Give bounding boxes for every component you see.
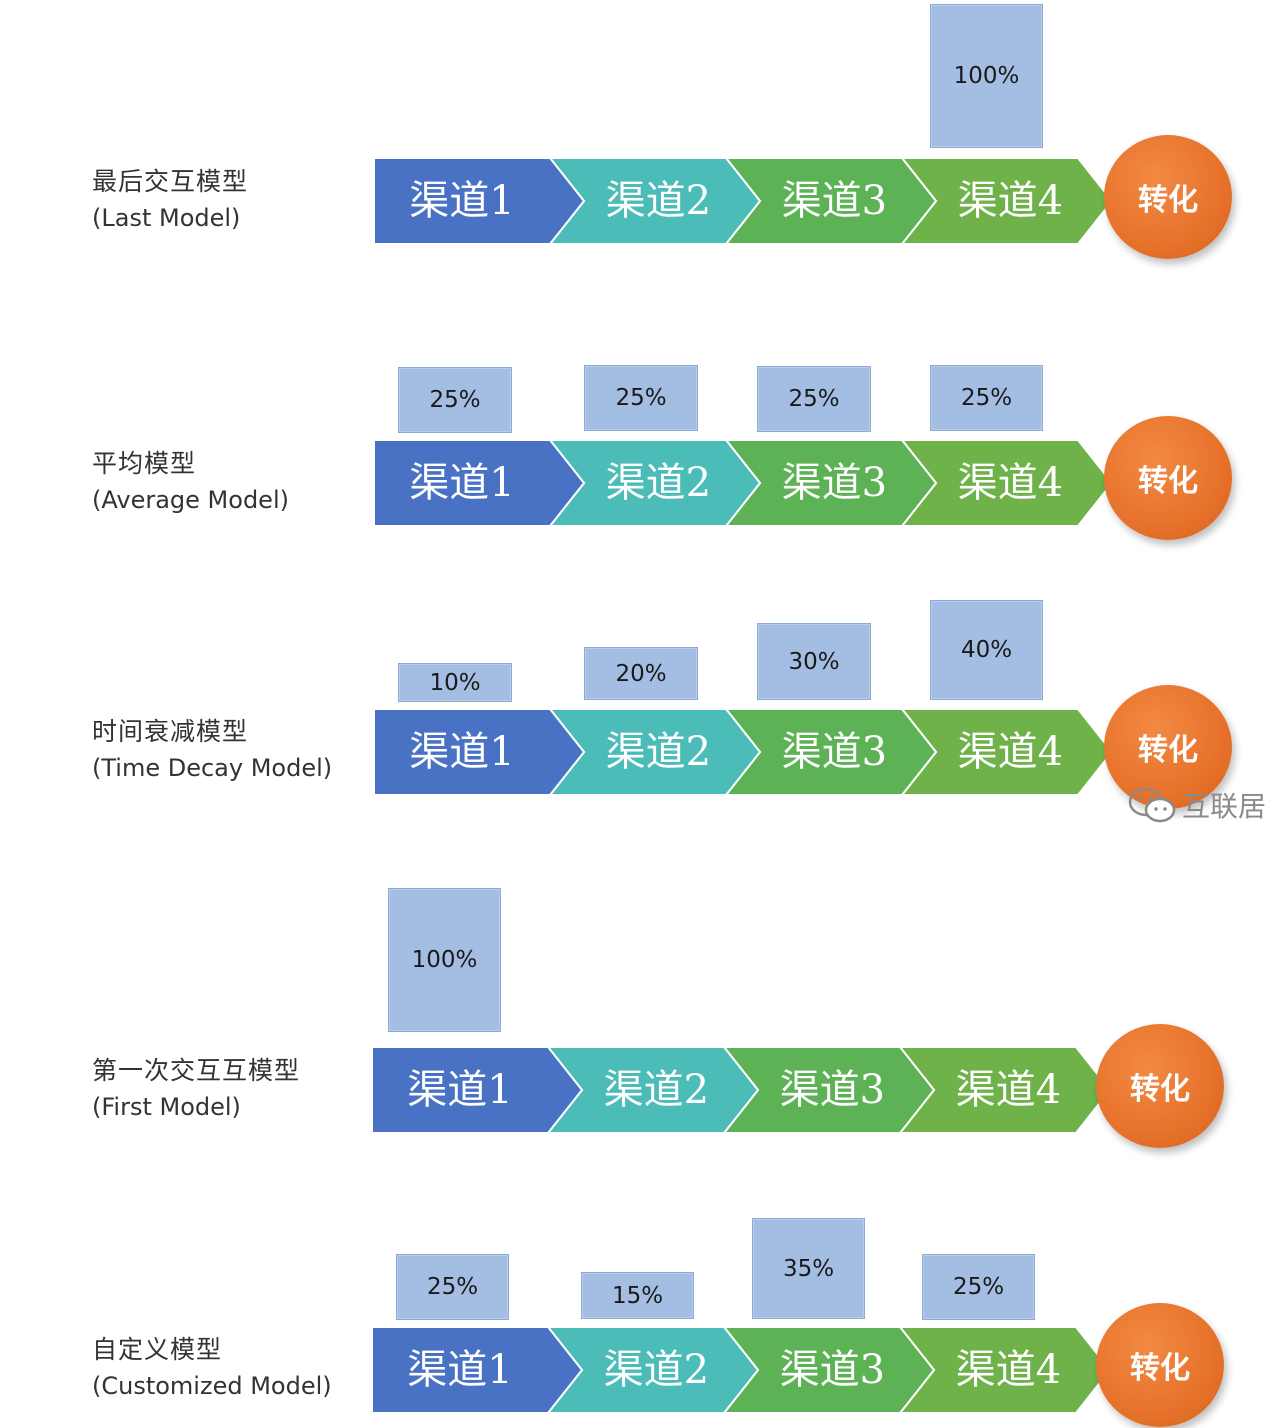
wechat-icon bbox=[1128, 787, 1176, 823]
credit-share-box: 25% bbox=[757, 366, 871, 432]
credit-share-box: 25% bbox=[584, 365, 698, 431]
channel-1-arrow bbox=[373, 439, 586, 527]
channel-4-label: 渠道4 bbox=[957, 729, 1064, 775]
conversion-node: 转化 bbox=[1096, 1303, 1224, 1427]
credit-share-box: 40% bbox=[930, 600, 1043, 700]
model-name-en: (Last Model) bbox=[92, 204, 241, 232]
credit-share-box: 15% bbox=[581, 1272, 694, 1319]
channel-2-label: 渠道2 bbox=[605, 729, 712, 775]
channel-1-arrow bbox=[373, 157, 586, 245]
credit-share-box: 35% bbox=[752, 1218, 865, 1319]
model-name-en: (Customized Model) bbox=[92, 1372, 332, 1400]
credit-share-box: 25% bbox=[922, 1254, 1035, 1320]
channel-1-label: 渠道1 bbox=[407, 1347, 513, 1393]
channel-1-arrow bbox=[373, 708, 586, 796]
channel-2-label: 渠道2 bbox=[605, 460, 712, 506]
credit-share-box: 25% bbox=[930, 365, 1043, 431]
channel-arrows bbox=[373, 439, 1114, 527]
channel-1-label: 渠道1 bbox=[407, 1067, 513, 1113]
credit-share-box: 20% bbox=[584, 647, 698, 700]
channel-1-label: 渠道1 bbox=[409, 729, 515, 775]
channel-arrows bbox=[373, 708, 1114, 796]
channel-1-arrow bbox=[371, 1046, 584, 1134]
conversion-node: 转化 bbox=[1104, 416, 1232, 540]
conversion-node: 转化 bbox=[1104, 135, 1232, 259]
credit-share-box: 10% bbox=[398, 663, 512, 702]
channel-arrows bbox=[373, 157, 1114, 245]
model-label: 平均模型 (Average Model) bbox=[92, 446, 289, 518]
channel-arrows bbox=[371, 1046, 1112, 1134]
channel-3-label: 渠道3 bbox=[779, 1347, 886, 1393]
credit-share-box: 25% bbox=[398, 367, 512, 433]
channel-4-label: 渠道4 bbox=[955, 1347, 1062, 1393]
watermark: 互联居 bbox=[1126, 782, 1284, 828]
model-label: 自定义模型 (Customized Model) bbox=[92, 1332, 332, 1404]
credit-share-box: 30% bbox=[757, 623, 871, 700]
channel-4-label: 渠道4 bbox=[957, 178, 1064, 224]
model-name-en: (Average Model) bbox=[92, 486, 289, 514]
channel-3-label: 渠道3 bbox=[779, 1067, 886, 1113]
watermark-text: 互联居 bbox=[1182, 790, 1267, 823]
model-name-en: (First Model) bbox=[92, 1093, 241, 1121]
model-name-zh: 时间衰减模型 bbox=[92, 717, 249, 746]
model-name-zh: 最后交互模型 bbox=[92, 167, 249, 196]
channel-2-label: 渠道2 bbox=[605, 178, 712, 224]
conversion-node: 转化 bbox=[1096, 1024, 1224, 1148]
credit-share-box: 100% bbox=[388, 888, 501, 1032]
channel-1-label: 渠道1 bbox=[409, 460, 515, 506]
model-name-zh: 自定义模型 bbox=[92, 1335, 223, 1364]
channel-4-label: 渠道4 bbox=[955, 1067, 1062, 1113]
channel-1-arrow bbox=[371, 1326, 584, 1414]
conversion-node: 转化 bbox=[1104, 685, 1232, 809]
channel-3-label: 渠道3 bbox=[781, 178, 888, 224]
model-label: 时间衰减模型 (Time Decay Model) bbox=[92, 714, 332, 786]
channel-3-label: 渠道3 bbox=[781, 460, 888, 506]
model-label: 最后交互模型 (Last Model) bbox=[92, 164, 248, 236]
model-label: 第一次交互互模型 (First Model) bbox=[92, 1053, 300, 1125]
channel-2-label: 渠道2 bbox=[603, 1347, 710, 1393]
channel-1-label: 渠道1 bbox=[409, 178, 515, 224]
credit-share-box: 25% bbox=[396, 1254, 509, 1320]
channel-2-label: 渠道2 bbox=[603, 1067, 710, 1113]
channel-4-label: 渠道4 bbox=[957, 460, 1064, 506]
model-name-zh: 第一次交互互模型 bbox=[92, 1056, 301, 1085]
model-name-en: (Time Decay Model) bbox=[92, 754, 333, 782]
credit-share-box: 100% bbox=[930, 4, 1043, 148]
channel-arrows bbox=[371, 1326, 1112, 1414]
channel-3-label: 渠道3 bbox=[781, 729, 888, 775]
model-name-zh: 平均模型 bbox=[92, 449, 197, 478]
